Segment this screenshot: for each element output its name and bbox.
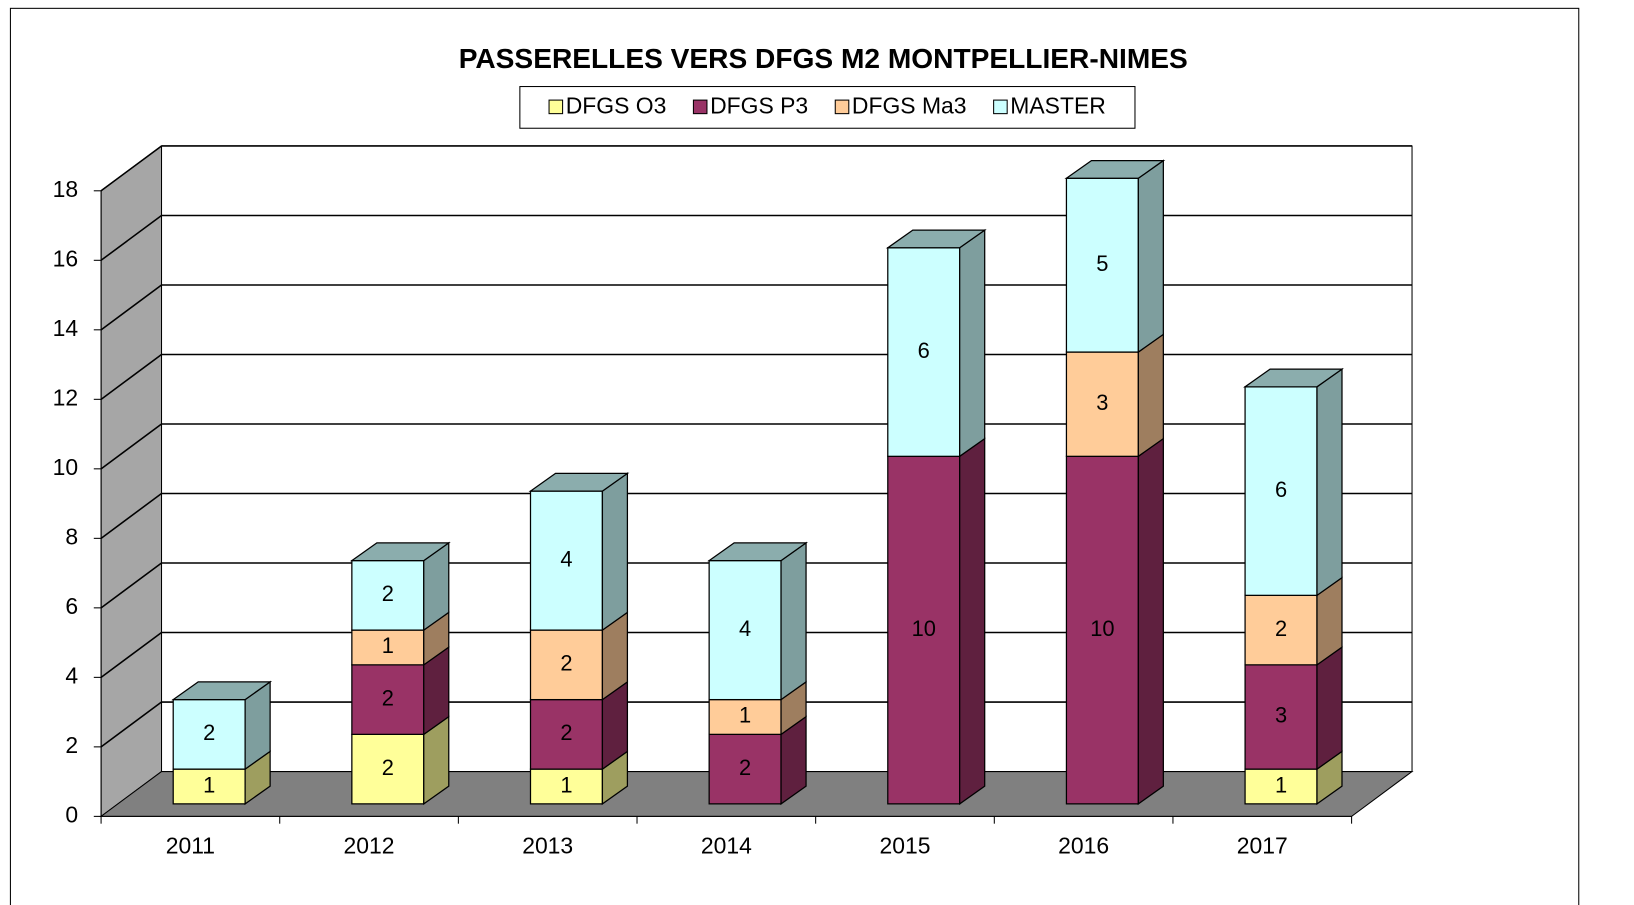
grid-line xyxy=(100,353,162,400)
bar-segment xyxy=(1244,386,1318,596)
value-label: 6 xyxy=(1275,477,1287,502)
bar-segment xyxy=(529,768,604,805)
legend-swatch xyxy=(993,99,1008,115)
legend-swatch xyxy=(834,99,850,115)
grid-line xyxy=(100,423,162,470)
legend-box xyxy=(519,86,1136,129)
y-tick-label: 6 xyxy=(65,593,78,619)
grid-line xyxy=(100,145,162,192)
value-label: 4 xyxy=(739,616,751,641)
y-tick-label: 8 xyxy=(65,523,78,549)
bar-segment xyxy=(708,698,782,735)
value-label: 10 xyxy=(1090,616,1114,641)
bar-segment xyxy=(529,698,604,770)
y-tick-label: 18 xyxy=(53,176,78,202)
y-tick-label: 12 xyxy=(53,384,78,410)
value-label: 2 xyxy=(382,685,394,710)
value-label: 1 xyxy=(203,772,215,797)
bar-segment xyxy=(172,768,246,805)
value-label: 2 xyxy=(739,755,751,780)
bar-side xyxy=(601,472,629,632)
legend-label: DFGS O3 xyxy=(566,92,667,118)
x-tick-label: 2013 xyxy=(522,833,573,859)
grid-line xyxy=(100,214,162,261)
value-label: 1 xyxy=(382,633,394,658)
grid-line xyxy=(100,492,162,539)
value-label: 2 xyxy=(382,581,394,606)
bar-segment xyxy=(708,733,782,805)
grid-line xyxy=(100,284,162,331)
value-label: 4 xyxy=(560,546,572,571)
bar-segment xyxy=(529,490,604,631)
bar-top xyxy=(1064,159,1166,179)
value-label: 2 xyxy=(560,651,572,676)
legend-label: DFGS Ma3 xyxy=(852,92,967,118)
x-tick-label: 2017 xyxy=(1237,833,1288,859)
bar-segment xyxy=(1244,664,1318,770)
bar-side xyxy=(1316,645,1343,771)
x-tick-label: 2015 xyxy=(879,833,930,859)
bar-segment xyxy=(351,559,425,631)
bar-top xyxy=(171,681,273,701)
bar-segment xyxy=(1065,177,1139,353)
legend-label: MASTER xyxy=(1010,92,1105,118)
bar-top xyxy=(885,229,987,249)
value-label: 10 xyxy=(912,616,936,641)
bar-side xyxy=(1316,367,1343,597)
value-label: 2 xyxy=(1275,616,1287,641)
bar-side xyxy=(1137,159,1164,354)
bar-side xyxy=(959,228,986,458)
bar-top xyxy=(528,472,630,492)
x-tick-label: 2011 xyxy=(166,833,215,859)
value-label: 5 xyxy=(1096,251,1108,276)
y-tick-label: 4 xyxy=(65,662,78,688)
bar-top xyxy=(1243,368,1344,388)
bar-segment xyxy=(1065,455,1139,805)
grid-line xyxy=(100,562,162,609)
y-tick-label: 0 xyxy=(65,801,78,827)
legend-label: DFGS P3 xyxy=(710,92,808,118)
bar-segment xyxy=(1244,768,1318,805)
value-label: 3 xyxy=(1275,703,1287,728)
value-label: 2 xyxy=(203,720,215,745)
value-label: 2 xyxy=(560,720,572,745)
y-tick-label: 16 xyxy=(53,245,78,271)
bar-side xyxy=(780,541,807,701)
value-label: 1 xyxy=(560,772,572,797)
value-label: 6 xyxy=(918,338,930,363)
grid-line xyxy=(100,631,162,678)
value-label: 3 xyxy=(1096,390,1108,415)
value-label: 1 xyxy=(1275,772,1287,797)
legend: DFGS O3 DFGS P3 DFGS Ma3 MASTER xyxy=(519,86,1136,129)
bar-top xyxy=(349,542,451,562)
value-label: 1 xyxy=(739,703,751,728)
grid-line xyxy=(100,701,162,748)
side-wall xyxy=(100,144,163,818)
bar-side xyxy=(1137,437,1164,806)
value-label: 2 xyxy=(382,755,394,780)
y-tick-label: 10 xyxy=(53,454,78,480)
bar-side xyxy=(959,437,986,806)
bar-top xyxy=(707,542,809,562)
x-tick-label: 2016 xyxy=(1058,833,1109,859)
x-tick-label: 2012 xyxy=(344,833,395,859)
y-tick-label: 2 xyxy=(65,732,78,758)
chart-title: PASSERELLES VERS DFGS M2 MONTPELLIER-NIM… xyxy=(459,43,1188,74)
y-tick-label: 14 xyxy=(53,315,79,341)
bar-segment xyxy=(887,247,961,457)
bar-side xyxy=(1137,333,1164,458)
legend-swatch xyxy=(548,99,564,115)
legend-swatch xyxy=(692,99,708,115)
x-tick-label: 2014 xyxy=(701,833,752,859)
bar-segment xyxy=(1244,594,1318,666)
